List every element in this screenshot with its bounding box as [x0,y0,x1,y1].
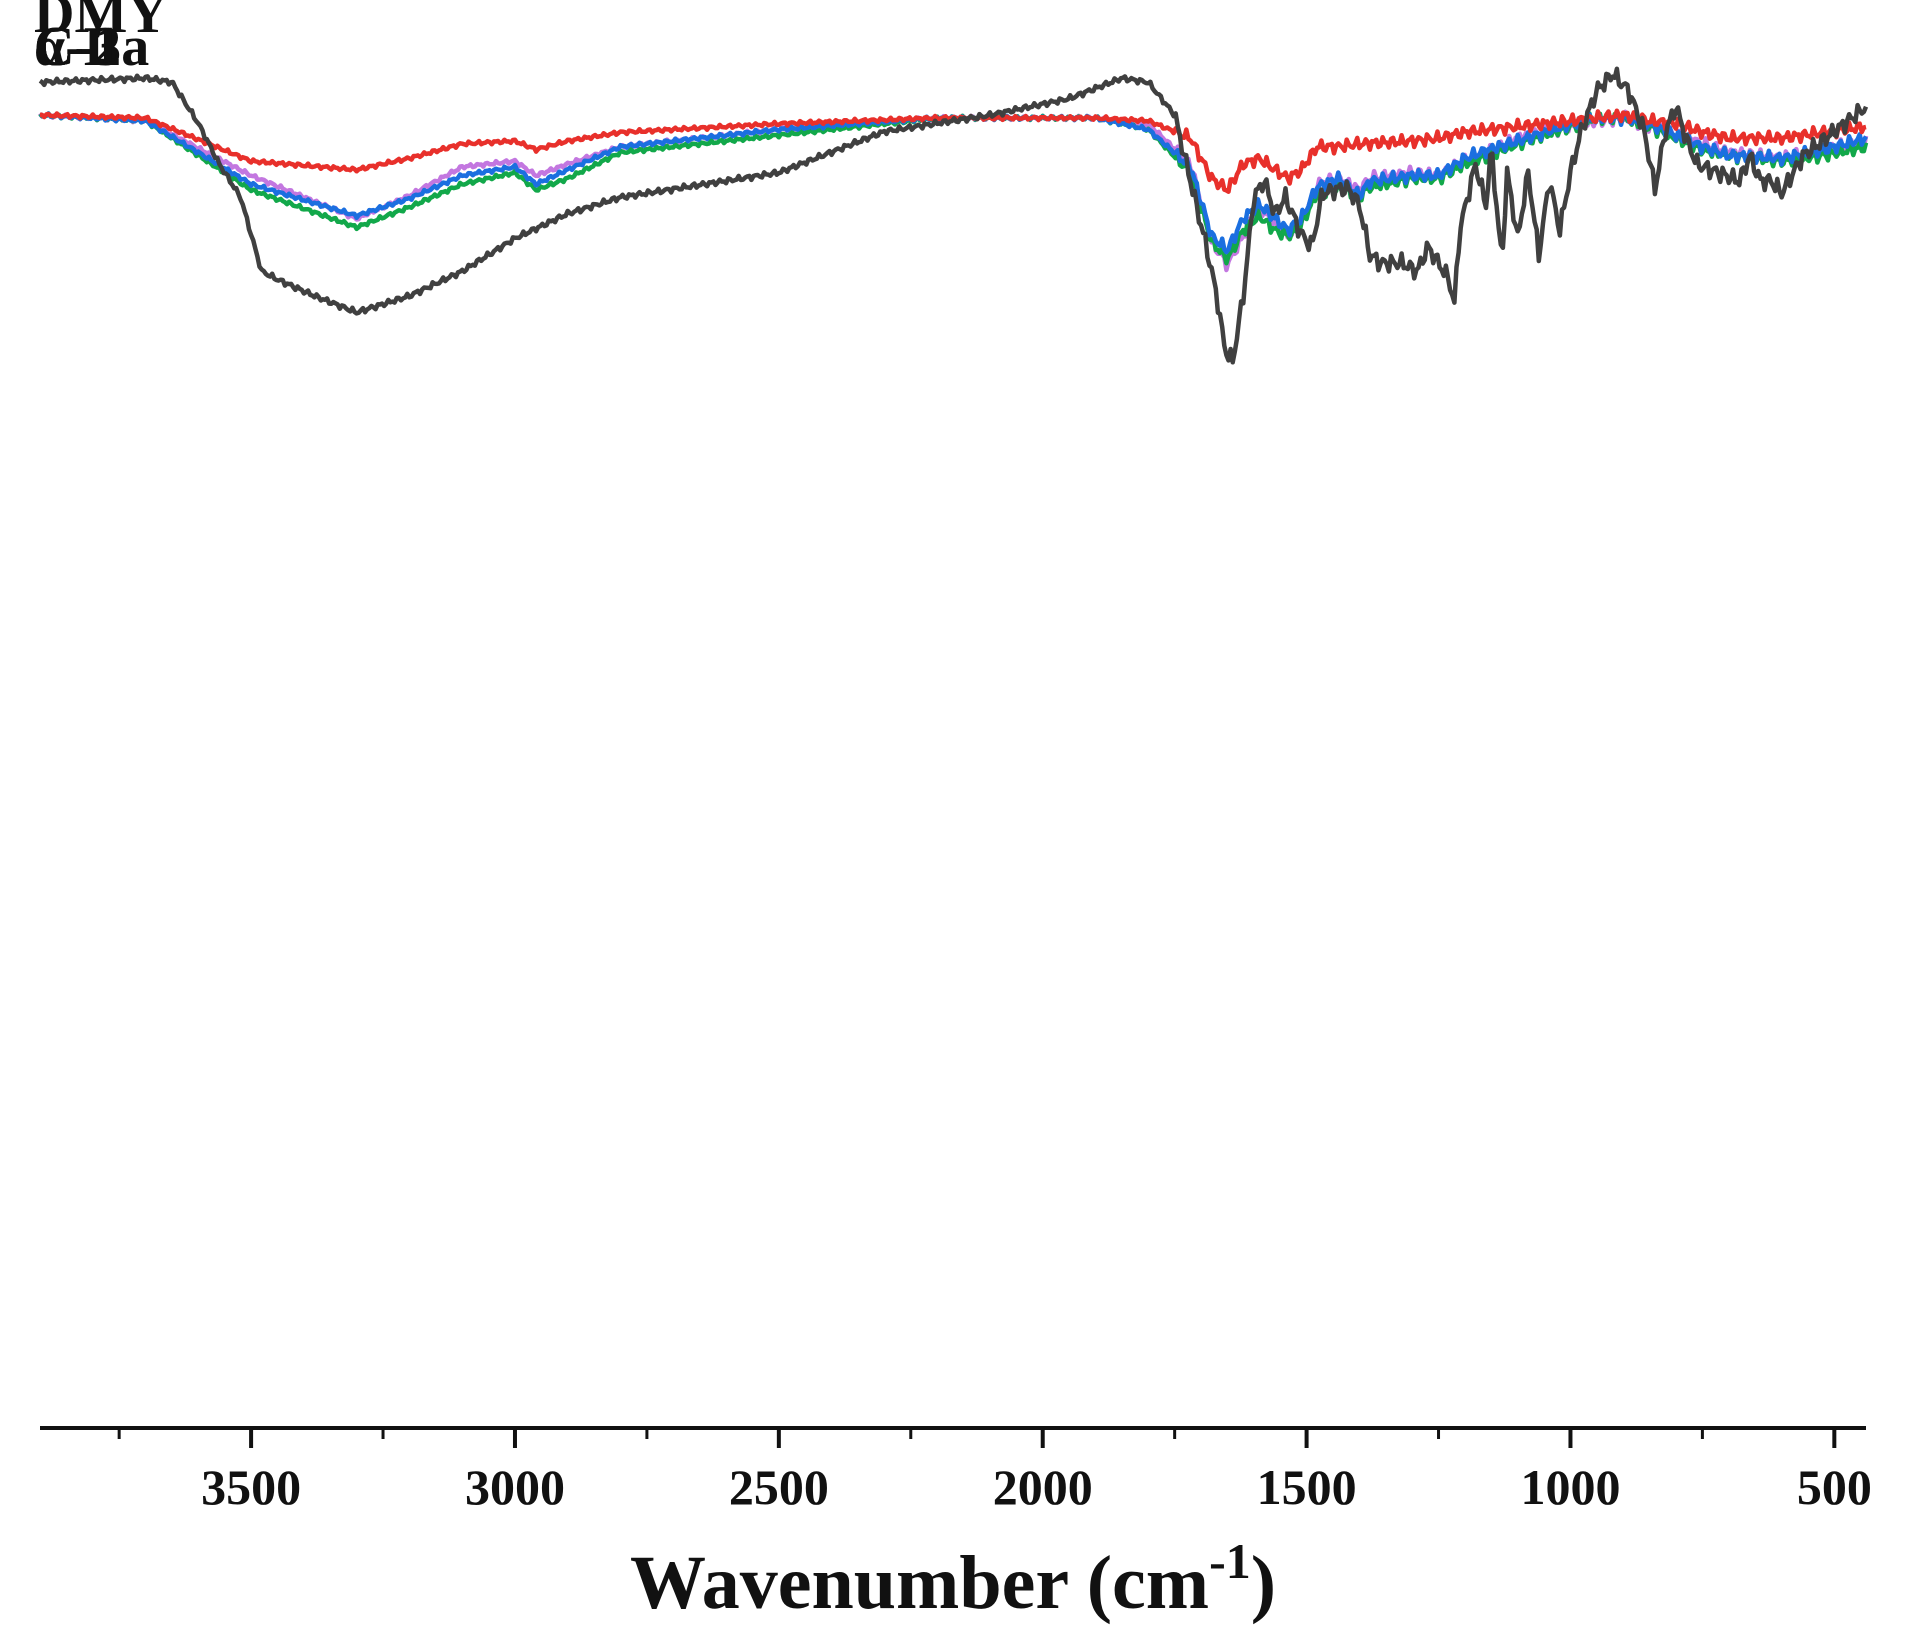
series-label-c-3: C-3 [34,16,121,78]
x-tick-label: 2500 [729,1459,829,1515]
series-line-dmy [38,66,1869,365]
x-axis: 3500 3000 2500 2000 1500 1000 500 [40,1426,1872,1515]
series-line-c-3 [38,109,1869,273]
series-label-c-2: C-2 [34,16,121,78]
series-label-la: α-La [34,16,149,78]
x-tick-label: 1000 [1520,1459,1620,1515]
series-label-c-1: C-1 [34,16,121,78]
series-line-c-1 [39,109,1868,255]
x-tick-label: 3500 [201,1459,301,1515]
series-label-dmy: DMY [34,0,168,45]
x-axis-title: Wavenumber (cm-1) [630,1533,1276,1625]
x-tick-label: 3000 [465,1459,565,1515]
x-tick-label: 1500 [1257,1459,1357,1515]
x-tick-label: 2000 [993,1459,1093,1515]
x-tick-label: 500 [1797,1459,1872,1515]
series-line-c-2 [38,111,1869,266]
